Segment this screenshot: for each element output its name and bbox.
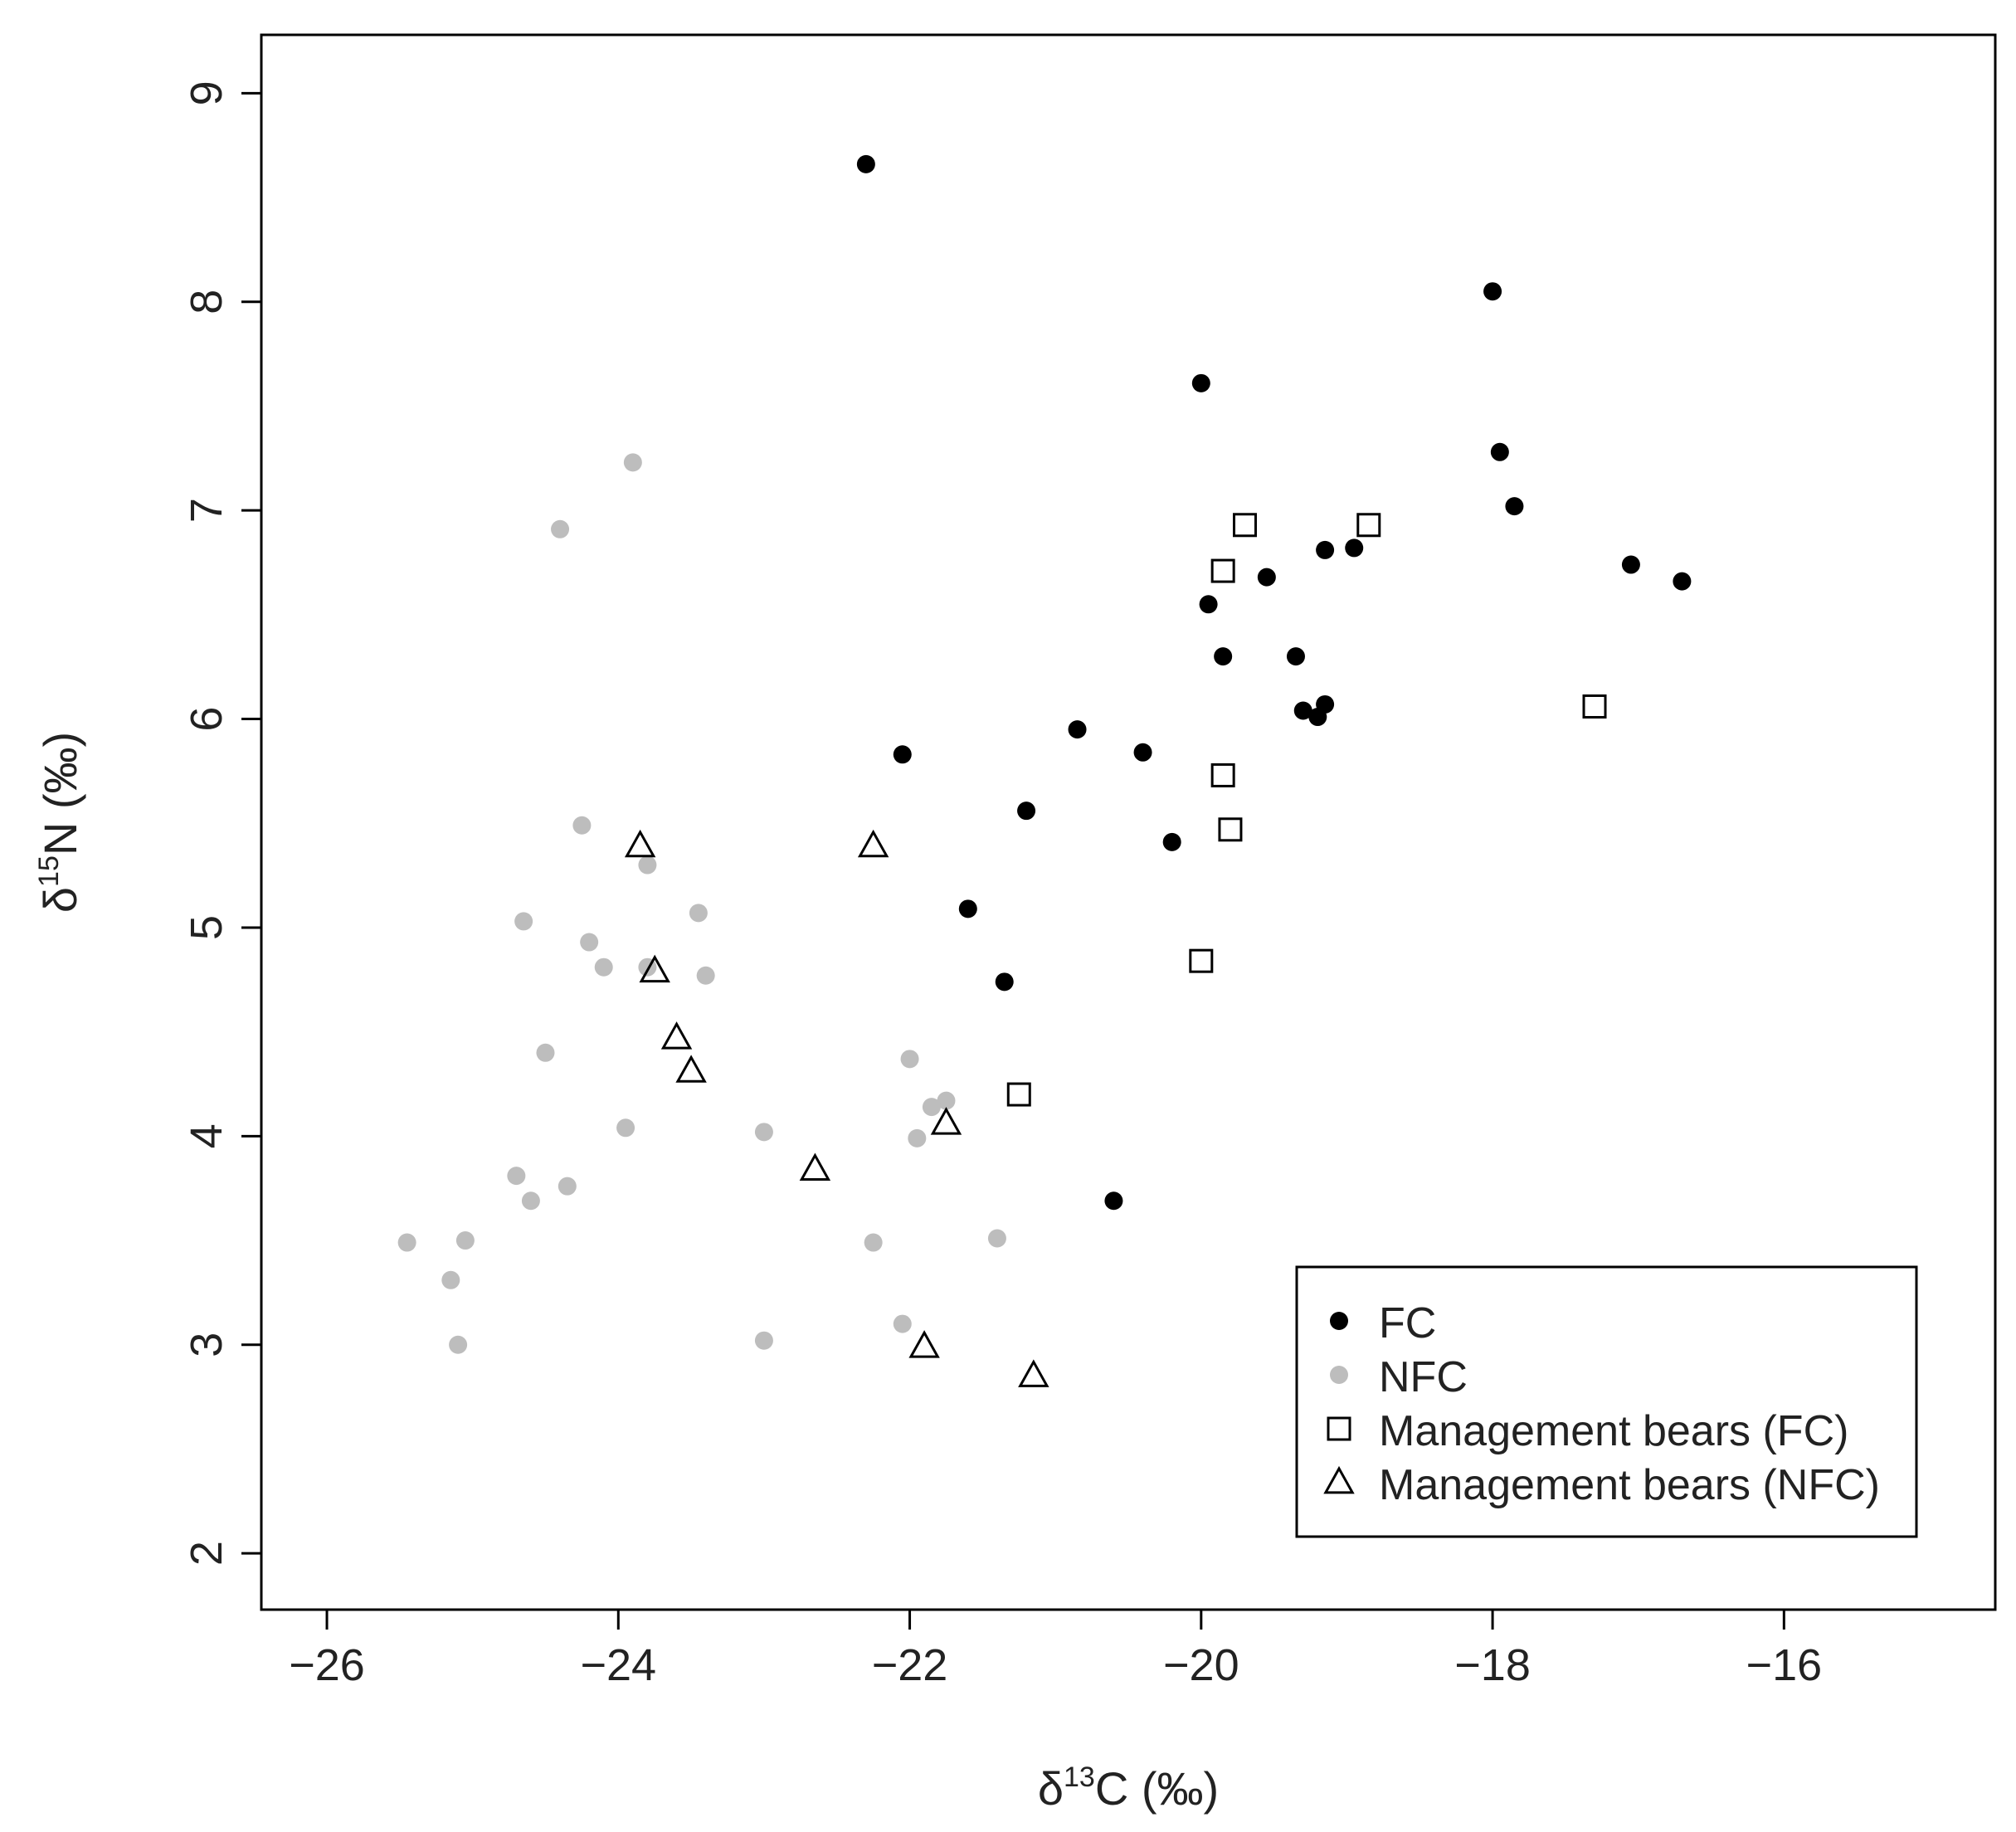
point-management-bears-nfc <box>857 829 889 858</box>
y-axis: 2 3 4 5 6 7 8 9 <box>182 80 263 1566</box>
x-axis: −26 −24 −22 −20 −18 −16 <box>289 1608 1823 1690</box>
point-nfc <box>893 1314 912 1333</box>
point-nfc <box>514 912 533 931</box>
x-tick-label: −26 <box>289 1640 365 1690</box>
x-tick-label: −18 <box>1454 1640 1531 1690</box>
point-fc <box>893 745 912 764</box>
point-fc <box>1068 720 1087 739</box>
y-tick-label: 4 <box>182 1123 231 1148</box>
point-nfc <box>987 1229 1006 1248</box>
point-nfc <box>507 1167 526 1186</box>
point-management-bears-nfc <box>930 1107 962 1135</box>
point-nfc <box>551 519 570 538</box>
point-management-bears-fc <box>1582 694 1607 719</box>
legend-marker-management-bears-fc <box>1327 1416 1351 1441</box>
point-management-bears-fc <box>1210 763 1235 787</box>
point-nfc <box>536 1043 555 1062</box>
legend-marker-nfc <box>1330 1366 1348 1384</box>
point-nfc <box>616 1118 635 1138</box>
point-management-bears-nfc <box>624 829 656 858</box>
point-fc <box>1191 373 1210 392</box>
point-management-bears-nfc <box>675 1055 707 1083</box>
point-fc <box>856 154 875 173</box>
point-management-bears-fc <box>1189 948 1214 973</box>
point-management-bears-fc <box>1356 513 1381 538</box>
point-fc <box>1673 572 1692 591</box>
point-nfc <box>754 1331 773 1350</box>
legend: FC NFC Management bears (FC) Management bea… <box>1295 1265 1918 1538</box>
data-points <box>397 154 1692 1387</box>
point-fc <box>1345 538 1364 558</box>
point-fc <box>1133 743 1152 762</box>
legend-label-nfc: NFC <box>1379 1353 1468 1401</box>
point-fc <box>995 972 1014 992</box>
legend-label-fc: FC <box>1379 1299 1436 1347</box>
point-nfc <box>441 1270 460 1289</box>
point-nfc <box>754 1123 773 1142</box>
x-tick-label: −20 <box>1163 1640 1239 1690</box>
legend-marker-fc <box>1330 1312 1348 1330</box>
point-nfc <box>864 1233 883 1252</box>
point-nfc <box>521 1191 540 1211</box>
point-management-bears-nfc <box>799 1152 831 1181</box>
x-tick-label: −16 <box>1746 1640 1823 1690</box>
point-nfc <box>689 904 708 923</box>
y-tick-label: 7 <box>182 498 231 523</box>
point-nfc <box>623 453 642 472</box>
point-nfc <box>638 855 657 875</box>
legend-box <box>1295 1265 1918 1538</box>
point-nfc <box>449 1335 468 1354</box>
point-fc <box>1162 832 1181 851</box>
y-tick-label: 8 <box>182 290 231 314</box>
point-management-bears-nfc <box>639 954 670 983</box>
point-nfc <box>594 957 613 977</box>
point-fc <box>1505 497 1524 516</box>
point-management-bears-fc <box>1233 513 1258 538</box>
point-management-bears-fc <box>1218 817 1243 842</box>
point-nfc <box>572 816 592 835</box>
y-axis-label: δ15N (‰) <box>33 732 86 913</box>
point-management-bears-nfc <box>1018 1359 1049 1387</box>
point-fc <box>1308 708 1327 727</box>
point-fc <box>1104 1191 1123 1211</box>
point-fc <box>1257 568 1276 587</box>
point-nfc <box>937 1091 956 1110</box>
point-fc <box>1293 701 1312 720</box>
point-fc <box>1316 540 1335 559</box>
point-management-bears-fc <box>1006 1082 1031 1107</box>
y-tick-label: 9 <box>182 80 231 105</box>
point-fc <box>1490 442 1509 461</box>
point-nfc <box>455 1231 475 1250</box>
legend-label-management-bears-nfc: Management bears (NFC) <box>1379 1461 1880 1509</box>
point-fc <box>1483 282 1502 301</box>
legend-label-management-bears-fc: Management bears (FC) <box>1379 1407 1848 1455</box>
y-tick-label: 5 <box>182 915 231 940</box>
y-tick-label: 3 <box>182 1333 231 1357</box>
point-nfc <box>908 1128 927 1147</box>
point-nfc <box>900 1050 919 1069</box>
point-nfc <box>558 1177 577 1196</box>
point-management-bears-nfc <box>660 1021 693 1050</box>
point-nfc <box>922 1098 941 1117</box>
point-fc <box>1214 647 1233 666</box>
point-fc <box>1017 802 1036 821</box>
x-axis-label: δ13C (‰) <box>1038 1761 1219 1815</box>
x-tick-label: −24 <box>580 1640 656 1690</box>
legend-marker-management-bears-nfc <box>1323 1465 1355 1494</box>
y-tick-label: 2 <box>182 1541 231 1566</box>
point-fc <box>1286 647 1305 666</box>
point-nfc <box>397 1233 416 1252</box>
point-management-bears-nfc <box>908 1330 940 1358</box>
point-fc <box>958 899 977 918</box>
point-fc <box>1621 555 1640 574</box>
point-management-bears-fc <box>1210 558 1235 583</box>
x-tick-label: −22 <box>872 1640 948 1690</box>
point-nfc <box>696 966 715 985</box>
point-nfc <box>580 933 599 952</box>
point-fc <box>1199 595 1218 614</box>
y-tick-label: 6 <box>182 707 231 732</box>
